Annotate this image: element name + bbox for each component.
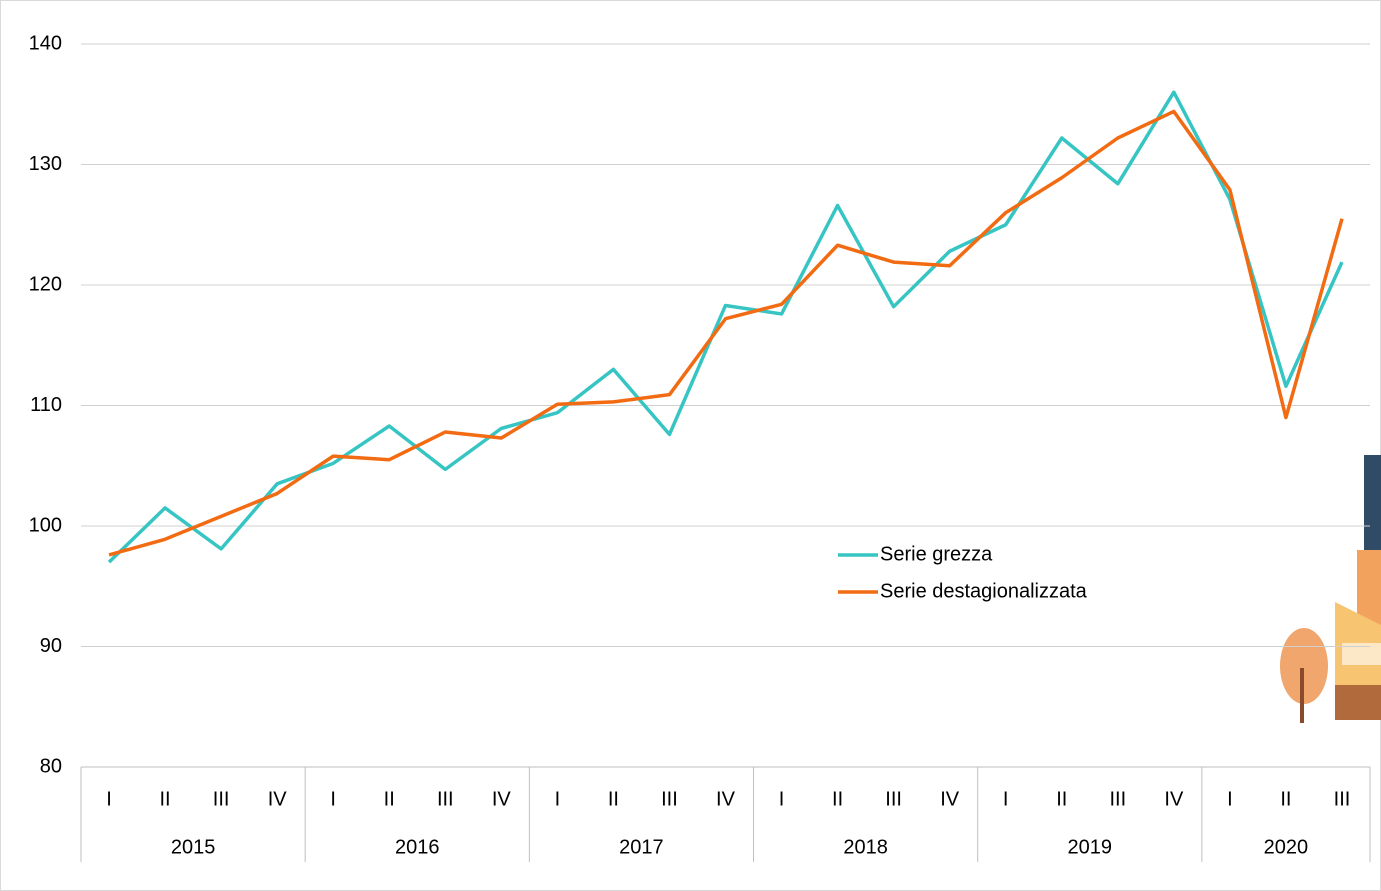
- y-tick-label: 130: [29, 153, 62, 175]
- y-tick-label: 100: [29, 514, 62, 536]
- y-tick-label: 110: [30, 394, 62, 416]
- x-group-label: 2017: [619, 836, 664, 858]
- x-tick-label: IV: [940, 788, 960, 810]
- x-tick-label: I: [330, 788, 336, 810]
- x-tick-label: III: [661, 788, 678, 810]
- x-tick-label: I: [1227, 788, 1233, 810]
- x-tick-label: II: [1056, 788, 1067, 810]
- legend-label: Serie grezza: [880, 543, 993, 565]
- y-tick-label: 80: [40, 755, 62, 777]
- y-tick-label: 140: [29, 32, 62, 54]
- x-tick-label: III: [213, 788, 230, 810]
- x-tick-label: IV: [492, 788, 512, 810]
- x-tick-label: II: [608, 788, 619, 810]
- x-tick-label: III: [1334, 788, 1351, 810]
- x-tick-label: III: [885, 788, 902, 810]
- x-tick-label: III: [437, 788, 454, 810]
- x-group-label: 2015: [171, 836, 216, 858]
- x-tick-label: I: [555, 788, 561, 810]
- x-tick-label: I: [779, 788, 785, 810]
- x-tick-label: II: [384, 788, 395, 810]
- x-group-label: 2019: [1068, 836, 1113, 858]
- x-tick-label: I: [1003, 788, 1009, 810]
- x-tick-label: II: [832, 788, 843, 810]
- x-tick-label: IV: [1164, 788, 1184, 810]
- x-tick-label: II: [1280, 788, 1291, 810]
- x-group-label: 2018: [843, 836, 888, 858]
- x-tick-label: I: [106, 788, 112, 810]
- y-tick-label: 120: [29, 273, 62, 295]
- legend-label: Serie destagionalizzata: [880, 580, 1088, 602]
- x-tick-label: IV: [268, 788, 288, 810]
- x-group-label: 2016: [395, 836, 440, 858]
- y-tick-label: 90: [40, 635, 62, 657]
- x-group-label: 2020: [1264, 836, 1309, 858]
- series-line: [108, 109, 1344, 557]
- x-tick-label: IV: [716, 788, 736, 810]
- x-tick-label: II: [160, 788, 171, 810]
- x-tick-label: III: [1109, 788, 1126, 810]
